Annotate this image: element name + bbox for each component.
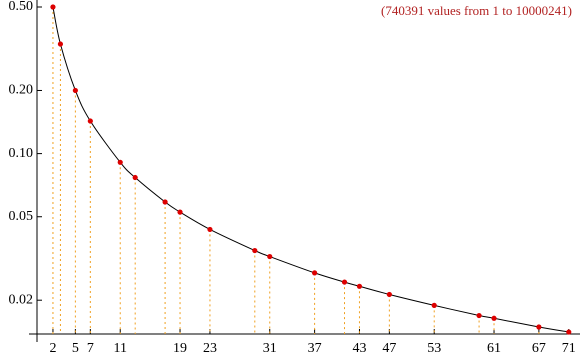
x-tick-label: 37: [308, 341, 322, 356]
point: [491, 315, 497, 321]
x-tick-label: 5: [72, 341, 79, 356]
point: [312, 270, 318, 276]
curve: [52, 6, 569, 333]
point: [50, 4, 56, 10]
x-tick-label: 43: [352, 341, 366, 356]
point: [386, 291, 392, 298]
y-tick-label: 0.50: [9, 0, 34, 14]
point: [117, 159, 123, 165]
point: [267, 253, 273, 260]
y-tick-label: 0.05: [9, 209, 34, 224]
point: [356, 283, 363, 289]
point: [252, 247, 258, 254]
point: [132, 174, 138, 181]
point: [57, 41, 64, 47]
x-tick-label: 19: [173, 341, 187, 356]
point: [476, 312, 482, 319]
x-tick-label: 47: [382, 341, 396, 356]
y-tick-label: 0.20: [9, 83, 34, 98]
annotation: (740391 values from 1 to 10000241): [381, 3, 572, 18]
point: [177, 209, 183, 215]
x-tick-label: 61: [487, 341, 501, 356]
point: [536, 324, 542, 330]
x-tick-label: 2: [49, 341, 56, 356]
point: [341, 279, 348, 285]
y-tick-label: 0.10: [9, 146, 34, 161]
x-tick-label: 23: [203, 341, 217, 356]
point: [431, 302, 437, 308]
point: [162, 199, 168, 205]
x-tick-label: 31: [263, 341, 277, 356]
x-tick-label: 11: [113, 341, 126, 356]
y-tick-label: 0.02: [9, 292, 34, 307]
point: [87, 118, 93, 124]
point: [207, 226, 213, 233]
x-tick-label: 71: [562, 341, 576, 356]
x-tick-label: 7: [87, 341, 94, 356]
x-tick-label: 53: [427, 341, 441, 356]
x-tick-label: 67: [532, 341, 546, 356]
point: [566, 329, 572, 335]
point: [72, 87, 78, 94]
